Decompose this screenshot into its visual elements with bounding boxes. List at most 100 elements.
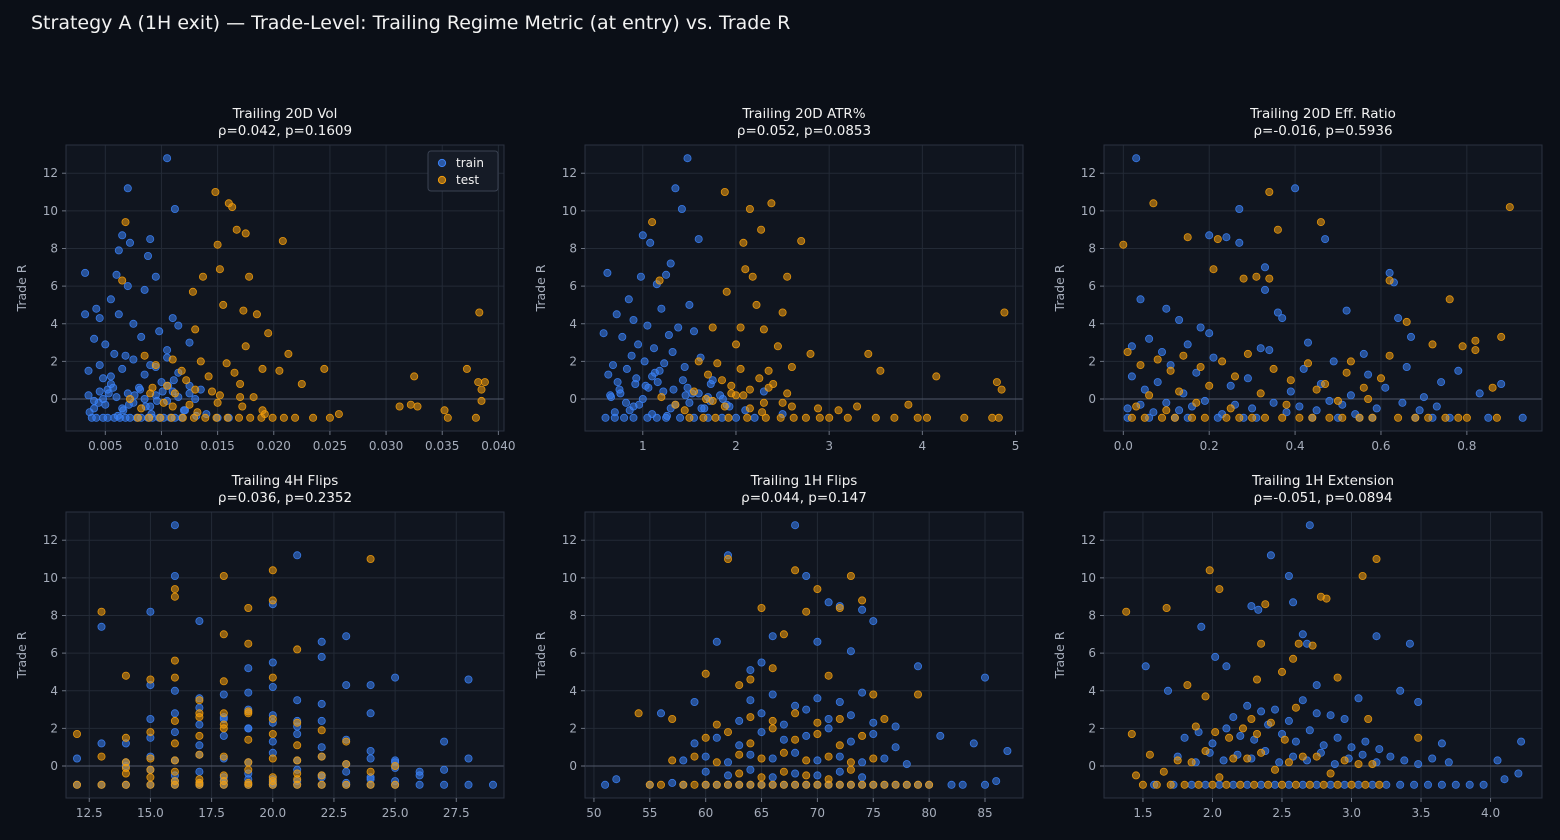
point-test — [690, 752, 699, 761]
panel-title: Trailing 20D Eff. Ratio — [1249, 106, 1396, 122]
point-test — [191, 385, 200, 394]
point-train — [700, 404, 709, 413]
point-train — [317, 716, 326, 725]
point-test — [1280, 735, 1289, 744]
point-train — [1291, 737, 1300, 746]
point-test — [366, 555, 375, 564]
point-test — [1308, 641, 1317, 650]
point-test — [699, 413, 708, 422]
y-tick-label: 4 — [50, 684, 58, 698]
point-test — [264, 329, 273, 338]
point-train — [140, 285, 149, 294]
point-train — [293, 551, 302, 560]
y-tick-label: 2 — [569, 721, 577, 735]
point-test — [170, 592, 179, 601]
point-train — [488, 780, 497, 789]
panel-subtitle: ρ=0.042, p=0.1609 — [218, 123, 352, 139]
point-train — [648, 410, 657, 419]
point-test — [1192, 398, 1201, 407]
point-train — [1164, 686, 1173, 695]
point-train — [768, 754, 777, 763]
point-test — [1334, 396, 1343, 405]
point-train — [1269, 398, 1278, 407]
point-train — [685, 398, 694, 407]
point-test — [168, 402, 177, 411]
point-train — [1284, 780, 1293, 789]
point-train — [835, 698, 844, 707]
point-test — [366, 767, 375, 776]
point-train — [1136, 295, 1145, 304]
point-test — [391, 762, 400, 771]
point-train — [662, 270, 671, 279]
point-test — [1252, 272, 1261, 281]
point-test — [1183, 233, 1192, 242]
point-test — [824, 752, 833, 761]
point-test — [657, 393, 666, 402]
point-test — [779, 748, 788, 757]
point-test — [97, 780, 106, 789]
point-train — [440, 765, 449, 774]
y-tick-label: 4 — [1088, 317, 1096, 331]
point-train — [1333, 733, 1342, 742]
point-train — [625, 406, 634, 415]
point-train — [1196, 323, 1205, 332]
point-train — [391, 673, 400, 682]
point-test — [244, 709, 253, 718]
point-test — [177, 366, 186, 375]
point-train — [1295, 402, 1304, 411]
y-tick-label: 6 — [50, 279, 58, 293]
legend-label-train: train — [456, 156, 484, 170]
point-train — [638, 394, 647, 403]
point-test — [858, 731, 867, 740]
point-train — [902, 760, 911, 769]
point-test — [167, 413, 176, 422]
page-title: Strategy A (1H exit) — Trade-Level: Trai… — [31, 12, 791, 34]
point-train — [1261, 263, 1270, 272]
point-test — [1342, 368, 1351, 377]
y-tick-label: 2 — [50, 721, 58, 735]
point-test — [727, 389, 736, 398]
point-test — [960, 413, 969, 422]
point-train — [735, 716, 744, 725]
point-test — [195, 696, 204, 705]
point-train — [1299, 364, 1308, 373]
point-train — [342, 767, 351, 776]
point-test — [778, 398, 787, 407]
point-test — [230, 368, 239, 377]
point-test — [151, 361, 160, 370]
point-train — [858, 688, 867, 697]
point-train — [268, 658, 277, 667]
point-test — [236, 393, 245, 402]
point-train — [151, 272, 160, 281]
point-test — [746, 713, 755, 722]
plot-frame — [1103, 511, 1543, 799]
point-train — [1187, 780, 1196, 789]
point-train — [118, 364, 127, 373]
point-test — [268, 730, 277, 739]
point-test — [198, 272, 207, 281]
point-test — [219, 677, 228, 686]
point-train — [113, 411, 122, 420]
point-train — [1211, 652, 1220, 661]
point-train — [155, 327, 164, 336]
point-test — [475, 308, 484, 317]
point-test — [722, 287, 731, 296]
point-train — [981, 673, 990, 682]
y-tick-label: 4 — [569, 684, 577, 698]
point-test — [238, 402, 247, 411]
x-tick-label: 0.005 — [88, 439, 122, 453]
point-test — [701, 669, 710, 678]
point-train — [1132, 154, 1141, 163]
point-train — [712, 733, 721, 742]
y-tick-label: 10 — [1081, 571, 1096, 585]
point-train — [824, 715, 833, 724]
point-train — [106, 372, 115, 381]
point-test — [708, 396, 717, 405]
point-train — [746, 750, 755, 759]
point-test — [768, 724, 777, 733]
point-train — [1298, 780, 1307, 789]
point-train — [683, 383, 692, 392]
point-train — [99, 374, 108, 383]
point-train — [90, 334, 99, 343]
